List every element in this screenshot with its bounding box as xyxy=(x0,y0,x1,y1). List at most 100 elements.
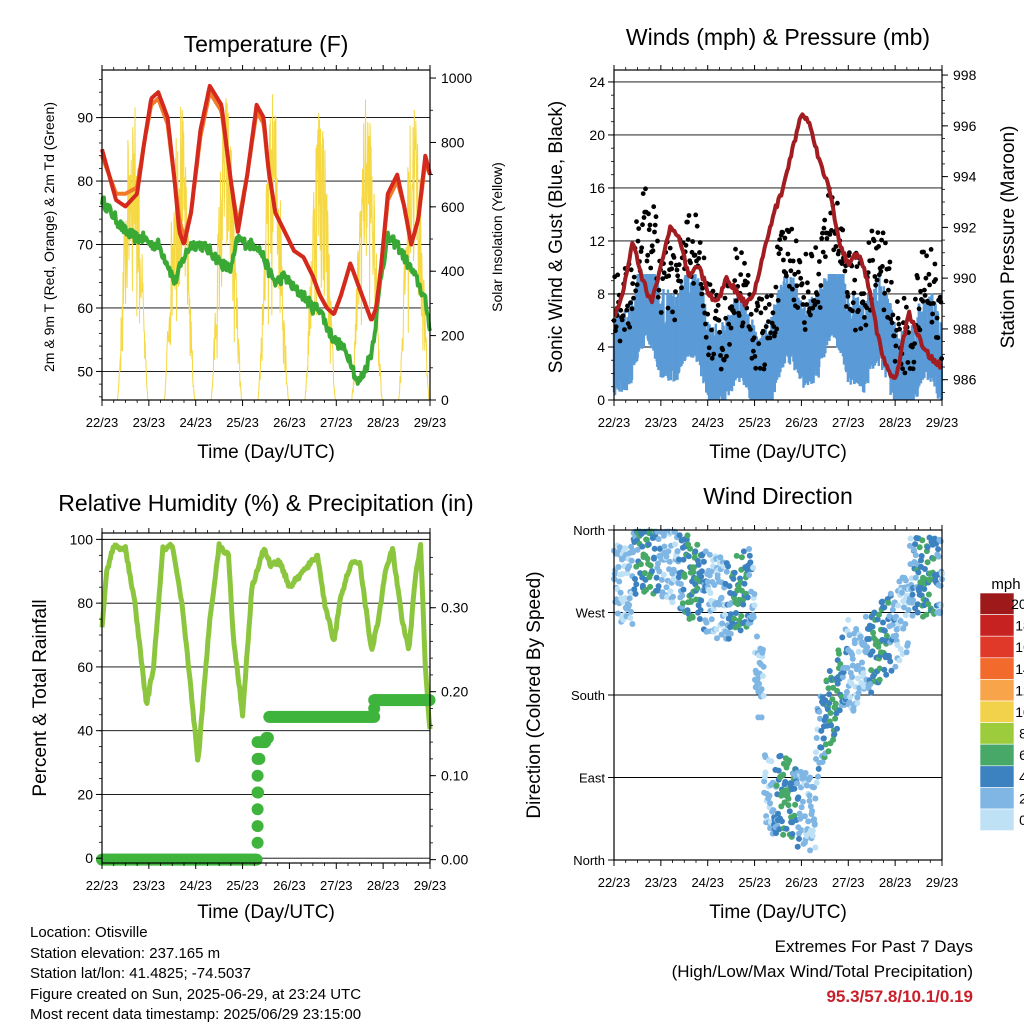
gust-point xyxy=(927,282,932,288)
gust-point xyxy=(700,303,706,309)
gust-point xyxy=(774,326,780,332)
direction-point xyxy=(655,536,662,543)
direction-point xyxy=(750,564,757,571)
direction-point xyxy=(664,593,671,600)
direction-point xyxy=(672,541,678,548)
direction-point xyxy=(708,616,715,623)
gust-point xyxy=(760,328,766,334)
x-tick-label: 26/23 xyxy=(785,415,818,430)
direction-point xyxy=(902,621,909,627)
direction-point xyxy=(655,587,661,594)
gust-point xyxy=(700,285,705,291)
direction-point xyxy=(881,604,888,611)
legend-label: 6 xyxy=(1019,747,1024,763)
figure-created: Figure created on Sun, 2025-06-29, at 23… xyxy=(30,985,362,1003)
direction-point xyxy=(854,694,861,701)
gust-point xyxy=(772,330,778,336)
direction-point xyxy=(647,562,654,569)
gust-point xyxy=(726,321,732,327)
direction-point xyxy=(767,800,774,807)
direction-point xyxy=(663,553,670,560)
direction-point xyxy=(798,827,805,834)
gust-point xyxy=(852,277,858,283)
winds-title: Winds (mph) & Pressure (mb) xyxy=(626,24,930,50)
gust-point xyxy=(809,253,815,259)
x-tick-label: 25/23 xyxy=(226,878,259,893)
direction-point xyxy=(893,632,900,639)
direction-point xyxy=(815,765,822,772)
y-tick-label: 16 xyxy=(589,180,605,196)
direction-point xyxy=(631,586,638,593)
direction-point xyxy=(730,575,737,582)
direction-point xyxy=(695,561,702,568)
direction-point xyxy=(918,553,925,559)
direction-point xyxy=(733,552,740,559)
gust-point xyxy=(697,250,702,255)
humidity-panel: Relative Humidity (%) & Precipitation (i… xyxy=(30,490,474,923)
gust-point xyxy=(676,262,682,268)
direction-point xyxy=(915,569,922,576)
direction-point xyxy=(834,680,841,687)
gust-point xyxy=(880,264,885,269)
direction-point xyxy=(875,643,882,650)
legend-swatch xyxy=(979,635,1015,659)
direction-point xyxy=(903,649,910,656)
direction-point xyxy=(733,610,739,616)
gust-point xyxy=(734,255,740,261)
gust-point xyxy=(768,330,774,336)
gust-point xyxy=(675,273,681,279)
direction-point xyxy=(747,559,754,566)
direction-point xyxy=(897,618,904,625)
gust-point xyxy=(819,236,825,241)
direction-point xyxy=(895,602,901,609)
gust-point xyxy=(870,257,876,263)
direction-point xyxy=(813,749,819,756)
gust-point xyxy=(705,311,711,317)
direction-point xyxy=(818,727,825,734)
gust-point xyxy=(641,215,647,220)
gust-point xyxy=(692,252,698,258)
direction-point xyxy=(651,555,657,562)
direction-point xyxy=(775,810,781,817)
direction-point xyxy=(690,569,697,576)
direction-point xyxy=(846,699,853,706)
y-tick-label: East xyxy=(579,771,605,786)
direction-point xyxy=(622,545,629,552)
x-tick-label: 22/23 xyxy=(86,415,119,430)
gust-point xyxy=(876,244,881,249)
y-tick-label: 60 xyxy=(77,300,93,316)
gust-point xyxy=(656,287,662,293)
direction-point xyxy=(914,601,921,608)
gust-point xyxy=(703,334,709,340)
gust-point xyxy=(723,315,729,321)
direction-point xyxy=(811,821,818,828)
direction-point xyxy=(727,611,734,618)
precip-point xyxy=(251,820,264,833)
direction-point xyxy=(626,602,633,608)
gust-point xyxy=(856,307,861,313)
gust-point xyxy=(646,211,651,217)
gust-point xyxy=(665,305,671,311)
x-tick-label: 27/23 xyxy=(320,878,353,893)
gust-point xyxy=(817,259,822,264)
direction-point xyxy=(696,616,703,622)
x-tick-label: 29/23 xyxy=(926,875,959,890)
temp-2m-line xyxy=(100,83,432,322)
direction-point xyxy=(826,691,833,698)
direction-point xyxy=(740,601,747,608)
direction-point xyxy=(703,619,710,626)
direction-point xyxy=(758,714,765,721)
direction-point xyxy=(867,681,874,687)
direction-point xyxy=(854,700,861,707)
direction-point xyxy=(740,548,747,555)
relative-humidity-line xyxy=(99,541,433,763)
legend-label: 18 xyxy=(1015,618,1024,634)
gust-point xyxy=(694,223,700,229)
gust-point xyxy=(892,333,897,339)
gust-point xyxy=(672,317,678,323)
x-tick-label: 24/23 xyxy=(179,415,212,430)
direction-point xyxy=(909,612,916,619)
gust-point xyxy=(811,298,817,303)
y2-tick-label: 994 xyxy=(953,169,977,185)
direction-point xyxy=(888,667,895,674)
